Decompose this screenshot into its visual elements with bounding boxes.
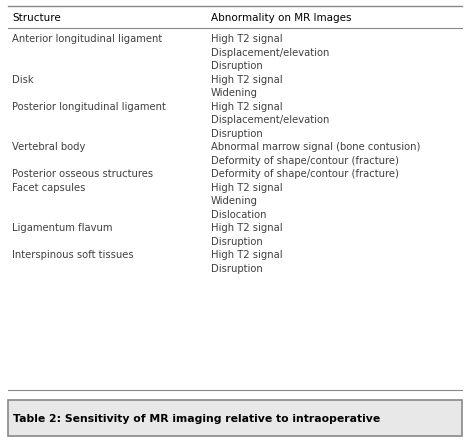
Text: High T2 signal: High T2 signal bbox=[211, 223, 282, 233]
Text: Disruption: Disruption bbox=[211, 61, 263, 71]
Text: Facet capsules: Facet capsules bbox=[12, 183, 86, 193]
Text: High T2 signal: High T2 signal bbox=[211, 74, 282, 84]
Bar bbox=[8, 400, 462, 436]
Text: Posterior osseous structures: Posterior osseous structures bbox=[12, 169, 153, 179]
Text: Vertebral body: Vertebral body bbox=[12, 142, 86, 152]
Text: Anterior longitudinal ligament: Anterior longitudinal ligament bbox=[12, 34, 162, 44]
Text: Abnormality on MR Images: Abnormality on MR Images bbox=[211, 13, 352, 23]
Text: Ligamentum flavum: Ligamentum flavum bbox=[12, 223, 112, 233]
Text: Disruption: Disruption bbox=[211, 237, 263, 246]
Text: High T2 signal: High T2 signal bbox=[211, 102, 282, 112]
Text: Displacement/elevation: Displacement/elevation bbox=[211, 48, 329, 58]
Text: Abnormal marrow signal (bone contusion): Abnormal marrow signal (bone contusion) bbox=[211, 142, 420, 152]
Text: Dislocation: Dislocation bbox=[211, 209, 266, 220]
Text: Deformity of shape/contour (fracture): Deformity of shape/contour (fracture) bbox=[211, 169, 399, 179]
Text: Posterior longitudinal ligament: Posterior longitudinal ligament bbox=[12, 102, 166, 112]
Text: Structure: Structure bbox=[12, 13, 61, 23]
Text: Widening: Widening bbox=[211, 88, 258, 98]
Text: High T2 signal: High T2 signal bbox=[211, 250, 282, 260]
Bar bbox=[8, 6, 462, 390]
Text: Interspinous soft tissues: Interspinous soft tissues bbox=[12, 250, 133, 260]
Text: Disk: Disk bbox=[12, 74, 34, 84]
Text: High T2 signal: High T2 signal bbox=[211, 183, 282, 193]
Text: Displacement/elevation: Displacement/elevation bbox=[211, 115, 329, 125]
Text: Disruption: Disruption bbox=[211, 128, 263, 139]
Text: Deformity of shape/contour (fracture): Deformity of shape/contour (fracture) bbox=[211, 156, 399, 165]
Text: Table 2: Sensitivity of MR imaging relative to intraoperative: Table 2: Sensitivity of MR imaging relat… bbox=[13, 414, 380, 424]
Text: High T2 signal: High T2 signal bbox=[211, 34, 282, 44]
Text: Disruption: Disruption bbox=[211, 264, 263, 274]
Text: Widening: Widening bbox=[211, 196, 258, 206]
